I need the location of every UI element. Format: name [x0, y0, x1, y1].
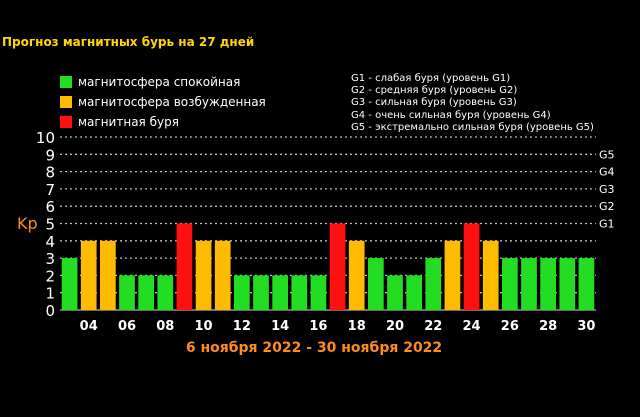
storm-level-g4: G4 - очень сильная буря (уровень G4) [351, 109, 551, 121]
bar [387, 275, 403, 310]
bar [195, 240, 212, 310]
bar [368, 258, 384, 310]
right-axis-label: G3 [599, 183, 615, 196]
x-tick-label: 08 [156, 319, 174, 334]
right-axis-label: G2 [599, 200, 615, 213]
y-tick-label: 0 [45, 302, 55, 320]
bar [61, 258, 78, 310]
right-axis-label: G5 [599, 148, 615, 161]
bar [291, 275, 308, 310]
chart-title: Прогноз магнитных бурь на 27 дней [2, 35, 255, 49]
bar [176, 223, 193, 310]
x-tick-label: 04 [80, 319, 98, 334]
x-tick-label: 24 [463, 319, 481, 334]
x-tick-label: 06 [118, 319, 136, 334]
bar [502, 258, 518, 310]
legend-swatch-active [60, 96, 72, 108]
storm-level-g2: G2 - средняя буря (уровень G2) [351, 85, 518, 97]
x-tick-label: 22 [424, 319, 442, 334]
y-tick-label: 1 [45, 285, 55, 303]
legend-label-active: магнитосфера возбужденная [78, 95, 266, 109]
legend-item-storm: магнитная буря [60, 112, 266, 132]
storm-level-g5: G5 - экстремально сильная буря (уровень … [351, 121, 594, 133]
bar [521, 258, 537, 310]
bar [578, 258, 595, 310]
right-axis-labels: G1 G2 G3 G4 G5 [599, 148, 615, 230]
bars [61, 223, 595, 310]
x-tick-label: 18 [348, 319, 366, 334]
bar [272, 275, 288, 310]
bar [157, 275, 174, 310]
y-axis-label: Kp [17, 214, 38, 233]
legend-item-calm: магнитосфера спокойная [60, 72, 266, 92]
bar [444, 240, 461, 310]
bar [310, 275, 327, 310]
bar [253, 275, 269, 310]
bar [119, 275, 135, 310]
x-tick-label: 30 [577, 319, 595, 334]
bar [329, 223, 346, 310]
x-tick-label: 20 [386, 319, 404, 334]
bar [425, 258, 442, 310]
legend-swatch-calm [60, 76, 72, 88]
x-tick-label: 26 [501, 319, 519, 334]
legend-label-calm: магнитосфера спокойная [78, 75, 241, 89]
x-tick-label: 28 [539, 319, 557, 334]
x-tick-label: 16 [309, 319, 327, 334]
bar [482, 240, 499, 310]
legend-swatch-storm [60, 116, 72, 128]
bar [540, 258, 556, 310]
y-tick-label: 2 [45, 267, 55, 285]
right-axis-label: G1 [599, 218, 615, 231]
storm-level-g3: G3 - сильная буря (уровень G3) [351, 97, 517, 109]
x-axis-label: 6 ноября 2022 - 30 ноября 2022 [186, 340, 442, 356]
x-tick-label: 14 [271, 319, 289, 334]
x-tick-label: 12 [233, 319, 251, 334]
right-axis-label: G4 [599, 166, 615, 179]
bar [406, 275, 422, 310]
bar [234, 275, 250, 310]
x-tick-label: 10 [195, 319, 213, 334]
y-tick-label: 3 [45, 250, 55, 268]
bar [100, 240, 116, 310]
bar [348, 240, 365, 310]
y-tick-label: 9 [45, 146, 55, 164]
y-tick-label: 8 [45, 164, 55, 182]
bar [80, 240, 97, 310]
y-tick-label: 5 [45, 216, 55, 234]
y-tick-label: 10 [36, 129, 55, 147]
y-tick-label: 7 [45, 181, 55, 199]
storm-levels-list: G1 - слабая буря (уровень G1) G2 - средн… [351, 73, 594, 134]
bar [559, 258, 576, 310]
legend-label-storm: магнитная буря [78, 115, 179, 129]
bar [214, 240, 231, 310]
y-tick-label: 6 [45, 198, 55, 216]
y-tick-label: 4 [45, 233, 55, 251]
storm-level-g1: G1 - слабая буря (уровень G1) [351, 73, 511, 84]
legend-item-active: магнитосфера возбужденная [60, 92, 266, 112]
x-tick-labels: 04 06 08 10 12 14 16 18 20 22 24 26 28 30 [80, 319, 596, 334]
bar [138, 275, 154, 310]
bar [463, 223, 480, 310]
legend: магнитосфера спокойная магнитосфера возб… [60, 72, 266, 132]
